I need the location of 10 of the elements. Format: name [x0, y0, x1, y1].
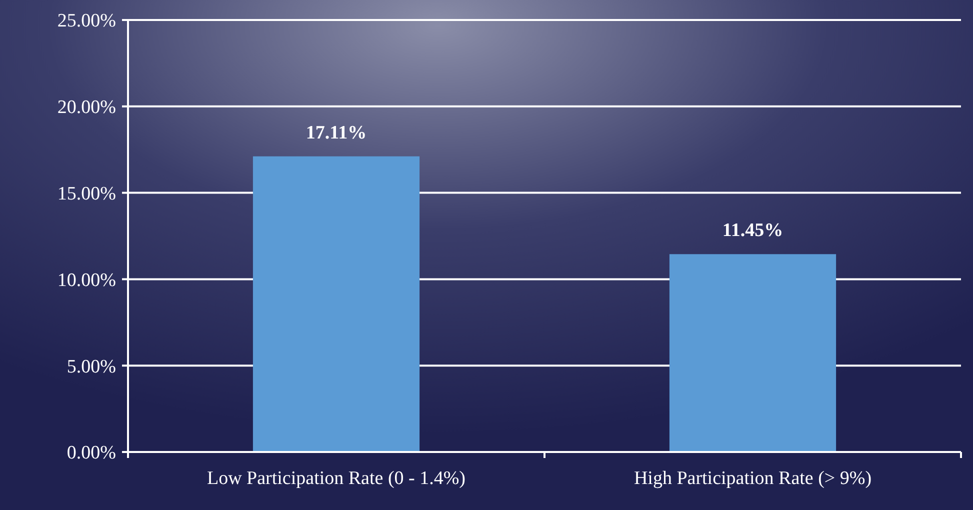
data-label: 11.45%: [722, 220, 784, 242]
y-tick-label: 25.00%: [57, 10, 116, 32]
x-tick-label: Low Participation Rate (0 - 1.4%): [206, 468, 466, 489]
y-tick-label: 5.00%: [66, 356, 116, 378]
y-tick-label: 20.00%: [57, 97, 116, 118]
y-tick-label: 15.00%: [57, 183, 116, 204]
y-tick-label: 0.00%: [66, 442, 116, 464]
data-label: 17.11%: [306, 122, 367, 144]
x-tick-label: High Participation Rate (> 9%): [634, 468, 872, 489]
y-tick-label: 10.00%: [57, 270, 116, 291]
